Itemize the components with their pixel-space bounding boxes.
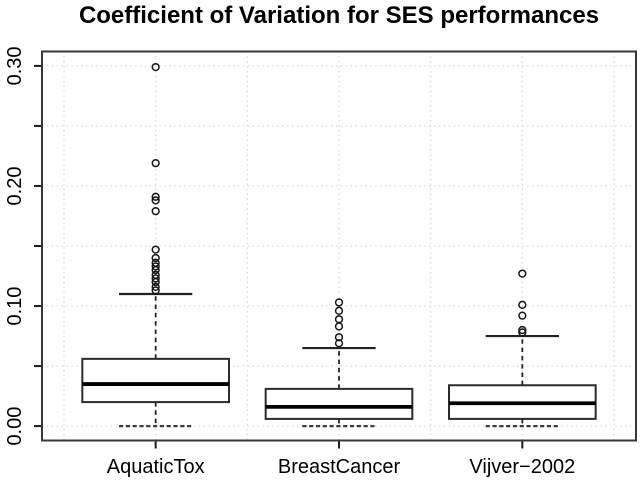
- outlier-point: [518, 325, 527, 335]
- outlier-point: [334, 339, 344, 348]
- y-axis-tick-label: 0.00: [4, 407, 26, 446]
- outlier-point: [518, 300, 527, 309]
- outlier-point: [334, 322, 344, 331]
- x-axis-tick-label: Vijver−2002: [469, 456, 575, 478]
- outlier-point: [151, 192, 160, 201]
- plot-border: [41, 50, 637, 442]
- outlier-point: [518, 269, 527, 278]
- outlier-point: [334, 306, 344, 315]
- outlier-point: [334, 333, 344, 342]
- outlier-point: [151, 62, 160, 72]
- outlier-point: [151, 159, 160, 168]
- x-axis-tick-label: BreastCancer: [278, 456, 401, 478]
- outlier-point: [151, 265, 160, 275]
- outlier-point: [151, 245, 160, 254]
- outlier-point: [151, 196, 160, 205]
- outlier-point: [151, 262, 160, 271]
- outlier-point: [151, 274, 160, 283]
- x-axis-tick-label: AquaticTox: [107, 456, 205, 478]
- outlier-point: [151, 277, 160, 287]
- box-rect: [264, 387, 414, 420]
- y-axis-tick-label: 0.20: [4, 167, 26, 206]
- chart-title: Coefficient of Variation for SES perform…: [79, 2, 599, 29]
- axes-layer: 0.00 0.10 0.20 0.30 AquaticTox BreastCancer Vi…: [4, 46, 637, 478]
- outlier-point: [151, 282, 160, 291]
- outlier-point: [151, 207, 160, 216]
- outlier-point: [334, 298, 344, 307]
- box-rect: [81, 357, 231, 404]
- y-axis-tick-label: 0.10: [4, 287, 26, 326]
- outlier-point: [151, 286, 160, 295]
- y-axis-tick-label: 0.30: [4, 46, 26, 85]
- series-layer: [81, 62, 597, 428]
- outlier-point: [151, 253, 160, 263]
- outlier-point: [518, 311, 527, 320]
- outlier-point: [518, 328, 527, 337]
